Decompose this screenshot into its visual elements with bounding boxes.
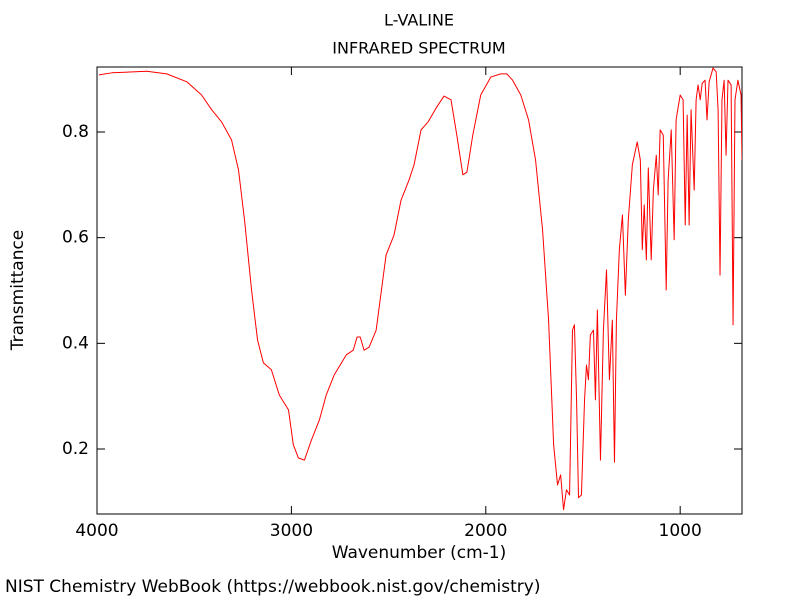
x-tick-label: 4000: [75, 521, 118, 541]
spectrum-line: [98, 67, 742, 511]
chart-subtitle: INFRARED SPECTRUM: [332, 39, 505, 58]
x-tick-label: 1000: [659, 521, 702, 541]
footer: NIST Chemistry WebBook (https://webbook.…: [5, 577, 540, 597]
y-tick-label: 0.4: [62, 333, 89, 353]
plot-area: [98, 67, 742, 511]
x-tick-label: 3000: [270, 521, 313, 541]
plot-frame: [96, 66, 743, 515]
x-axis-label: Wavenumber (cm-1): [332, 543, 507, 563]
y-tick-label: 0.6: [62, 228, 89, 248]
ticks: 4000 3000 2000 1000 0.2 0.4 0.6 0.8: [62, 67, 742, 541]
y-tick-label: 0.8: [62, 122, 89, 142]
chart-title: L-VALINE: [384, 11, 454, 30]
y-tick-label: 0.2: [62, 439, 89, 459]
x-tick-label: 2000: [464, 521, 507, 541]
y-axis-label: Transmittance: [8, 230, 28, 352]
